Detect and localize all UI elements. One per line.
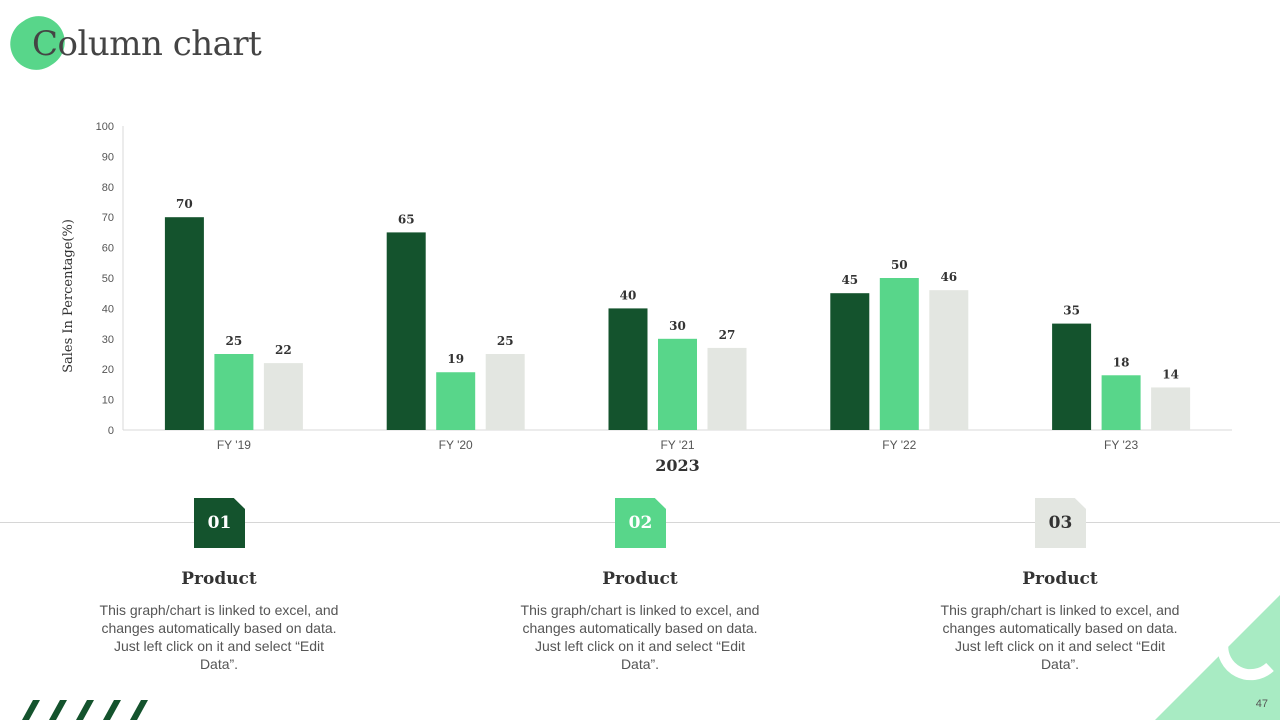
y-tick-label: 100	[96, 121, 114, 133]
page-title: Column chart	[32, 24, 262, 64]
data-label: 25	[226, 334, 243, 348]
y-axis-title: Sales In Percentage(%)	[61, 219, 76, 373]
product-description-1: This graph/chart is linked to excel, and…	[99, 602, 339, 672]
bar	[485, 354, 525, 430]
y-tick-label: 70	[102, 212, 114, 224]
bar	[830, 293, 870, 430]
data-label: 30	[669, 319, 686, 333]
data-label: 25	[497, 334, 514, 348]
product-title-1: Product	[181, 569, 257, 589]
bar	[608, 308, 648, 430]
bar	[1052, 323, 1092, 430]
data-label: 70	[176, 197, 193, 211]
bar	[1151, 387, 1191, 430]
product-description-2: This graph/chart is linked to excel, and…	[520, 602, 760, 672]
bar	[214, 354, 254, 430]
bar	[707, 347, 747, 430]
column-chart: 0 10 20 30 40 50 60 70 80 90 100 70 25 22 FY '19 65 19 25…	[61, 121, 1232, 475]
product-badge-3: 03	[1035, 498, 1086, 548]
x-tick-label: FY '19	[217, 438, 251, 452]
y-tick-label: 0	[108, 425, 114, 437]
data-label: 18	[1113, 355, 1130, 369]
bar	[1101, 375, 1141, 430]
bar	[658, 338, 697, 430]
x-tick-label: FY '22	[882, 438, 916, 452]
bar	[929, 290, 969, 430]
product-title-3: Product	[1022, 569, 1098, 589]
x-tick-label: FY '21	[660, 438, 694, 452]
y-tick-label: 30	[102, 334, 114, 346]
x-tick-label: FY '20	[439, 438, 473, 452]
x-tick-label: FY '23	[1104, 438, 1138, 452]
y-tick-label: 40	[102, 303, 114, 315]
data-label: 19	[447, 352, 464, 366]
data-label: 50	[891, 258, 908, 272]
data-label: 65	[398, 212, 415, 226]
corner-decoration	[1155, 595, 1280, 720]
y-tick-label: 50	[102, 273, 114, 285]
data-label: 40	[620, 288, 637, 302]
data-label: 45	[841, 273, 858, 287]
y-tick-label: 90	[102, 151, 114, 163]
page-number: 47	[1255, 698, 1268, 710]
bar	[164, 217, 204, 430]
bar	[879, 278, 919, 430]
x-axis-title: 2023	[655, 456, 700, 475]
bar	[263, 363, 303, 430]
y-tick-label: 20	[102, 364, 114, 376]
y-tick-label: 80	[102, 182, 114, 194]
bar	[436, 372, 476, 430]
product-badge-1: 01	[194, 498, 245, 548]
data-label: 22	[275, 343, 292, 357]
product-title-2: Product	[602, 569, 678, 589]
product-description-3: This graph/chart is linked to excel, and…	[940, 602, 1180, 672]
product-badge-2: 02	[615, 498, 666, 548]
data-label: 35	[1063, 304, 1080, 318]
data-label: 27	[719, 328, 736, 342]
data-label: 14	[1162, 367, 1179, 381]
decorative-stripes	[22, 700, 148, 720]
y-tick-label: 10	[102, 395, 114, 407]
data-label: 46	[940, 270, 957, 284]
y-tick-label: 60	[102, 243, 114, 255]
bar	[386, 232, 426, 430]
